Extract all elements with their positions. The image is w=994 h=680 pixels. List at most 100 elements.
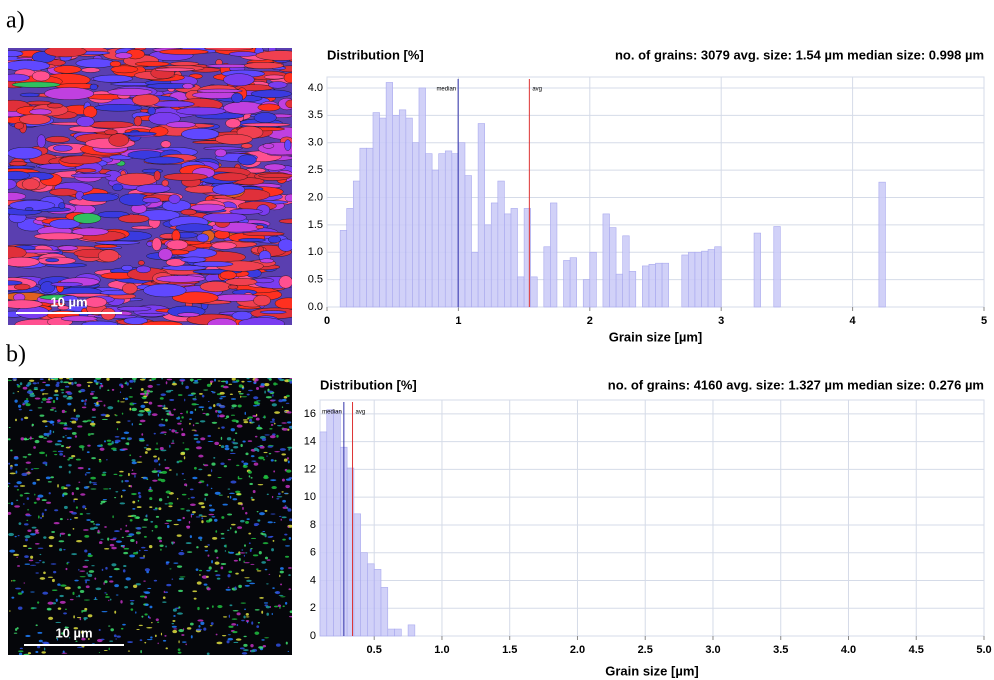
- x-tick-label: 1.0: [434, 644, 449, 656]
- grain: [154, 525, 158, 529]
- grain: [160, 478, 166, 483]
- grain: [171, 578, 174, 580]
- grain: [267, 521, 273, 524]
- grain: [175, 223, 214, 232]
- grain: [13, 283, 31, 291]
- grain: [23, 653, 30, 655]
- grain: [172, 439, 174, 443]
- grain: [69, 518, 72, 521]
- grain: [8, 256, 40, 267]
- grain: [100, 307, 116, 321]
- grain: [64, 410, 67, 413]
- grain: [284, 505, 287, 508]
- bar: [681, 254, 689, 308]
- grain: [255, 225, 265, 229]
- grain: [158, 463, 161, 466]
- grain: [189, 410, 194, 414]
- grain: [268, 235, 281, 244]
- grain: [184, 483, 188, 487]
- grain: [224, 417, 228, 420]
- grain: [254, 609, 260, 611]
- grain: [15, 418, 17, 422]
- grain: [104, 547, 110, 550]
- grain: [10, 466, 13, 470]
- grain: [62, 650, 65, 654]
- grain: [158, 248, 173, 261]
- grain: [214, 549, 218, 553]
- grain: [181, 416, 184, 419]
- grain: [141, 168, 164, 174]
- grain: [183, 479, 186, 481]
- grain: [24, 563, 31, 565]
- grain: [140, 387, 144, 391]
- y-tick-label: 0.5: [308, 274, 323, 286]
- grain: [109, 640, 114, 642]
- grain: [71, 432, 77, 435]
- grain: [122, 569, 126, 573]
- grain: [242, 440, 246, 443]
- grain: [286, 411, 292, 414]
- grain: [136, 551, 139, 554]
- grain: [99, 385, 101, 390]
- grain: [13, 553, 20, 557]
- grain: [200, 437, 206, 441]
- grain: [242, 649, 249, 652]
- grain: [33, 468, 40, 470]
- grain: [90, 433, 95, 435]
- grain: [288, 536, 292, 540]
- grain: [216, 641, 223, 645]
- grain: [42, 397, 47, 401]
- grain: [187, 498, 190, 500]
- grain: [225, 588, 231, 591]
- grain: [176, 417, 181, 420]
- grain: [108, 133, 130, 147]
- grain: [43, 536, 47, 539]
- grain: [23, 492, 30, 495]
- grain: [19, 647, 23, 650]
- grain: [105, 593, 108, 596]
- bar: [661, 262, 669, 308]
- grain: [157, 473, 160, 477]
- grain: [86, 513, 91, 515]
- grain: [132, 378, 137, 380]
- grain: [228, 492, 235, 495]
- grain: [281, 427, 288, 431]
- grain: [121, 480, 124, 483]
- grain: [8, 532, 15, 537]
- grain: [180, 256, 207, 263]
- grain: [253, 396, 259, 400]
- grain: [50, 282, 83, 287]
- grain: [169, 61, 200, 67]
- grain: [57, 245, 79, 251]
- grain: [219, 270, 237, 280]
- grain: [60, 380, 63, 384]
- grain: [52, 423, 55, 426]
- grain: [63, 612, 67, 615]
- x-tick-label: 4: [850, 315, 857, 327]
- x-tick-label: 5.0: [976, 644, 991, 656]
- grain: [159, 544, 164, 547]
- grain: [223, 73, 255, 87]
- grain: [190, 514, 193, 518]
- grain: [127, 641, 133, 643]
- grain: [231, 404, 237, 408]
- grain: [48, 536, 55, 540]
- grain: [57, 422, 60, 424]
- grain: [58, 465, 63, 469]
- bar: [387, 628, 395, 637]
- grain: [62, 436, 65, 439]
- grain: [70, 417, 76, 420]
- bar: [602, 213, 610, 308]
- grain: [91, 565, 95, 567]
- grain: [43, 437, 47, 439]
- grain: [87, 433, 91, 436]
- grain: [195, 628, 202, 631]
- grain: [65, 484, 71, 487]
- grain: [8, 178, 17, 190]
- grain: [169, 414, 174, 416]
- grain: [249, 548, 252, 553]
- y-tick-label: 14: [304, 436, 316, 448]
- grain: [144, 613, 148, 616]
- grain: [180, 549, 184, 552]
- grain: [191, 429, 196, 431]
